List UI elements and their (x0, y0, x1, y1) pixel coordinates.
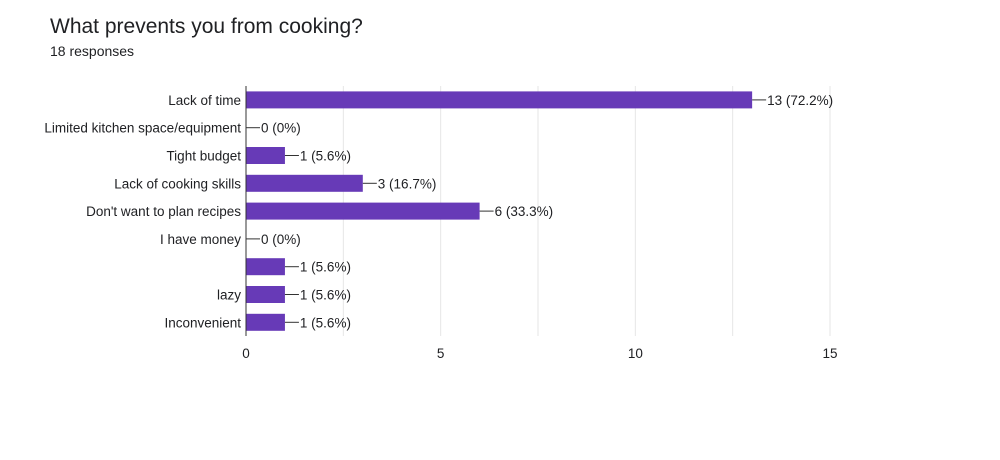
category-label: Tight budget (166, 149, 241, 164)
bar (246, 286, 285, 303)
bar (246, 313, 285, 331)
labels: 0 5 10 15 Lack of time 13 (72.2%) Limited kitc… (44, 93, 837, 361)
category-label: lazy (217, 288, 241, 303)
data-label: 13 (72.2%) (767, 93, 833, 108)
category-label: I have money (160, 232, 241, 247)
category-label: Don't want to plan recipes (86, 204, 241, 219)
data-label: 3 (16.7%) (378, 176, 437, 191)
data-label: 1 (5.6%) (300, 149, 351, 164)
x-tick-label: 10 (628, 346, 643, 361)
bar (246, 258, 285, 276)
data-label: 1 (5.6%) (300, 315, 351, 330)
bar (246, 91, 753, 109)
bar (246, 147, 285, 164)
bar (246, 202, 480, 220)
response-count: 18 responses (50, 43, 135, 59)
data-label: 6 (33.3%) (495, 204, 554, 219)
x-tick-label: 5 (437, 346, 445, 361)
category-label: Limited kitchen space/equipment (44, 121, 241, 136)
x-tick-label: 15 (822, 346, 837, 361)
x-tick-label: 0 (242, 346, 250, 361)
bars (246, 91, 767, 331)
data-label: 1 (5.6%) (300, 288, 351, 303)
category-label: Lack of cooking skills (114, 176, 241, 191)
question-title: What prevents you from cooking? (50, 15, 363, 38)
data-label: 0 (0%) (261, 121, 301, 136)
bar (246, 174, 363, 192)
data-label: 1 (5.6%) (300, 260, 351, 275)
category-label: Inconvenient (164, 315, 241, 330)
category-label: Lack of time (168, 93, 241, 108)
data-label: 0 (0%) (261, 232, 301, 247)
